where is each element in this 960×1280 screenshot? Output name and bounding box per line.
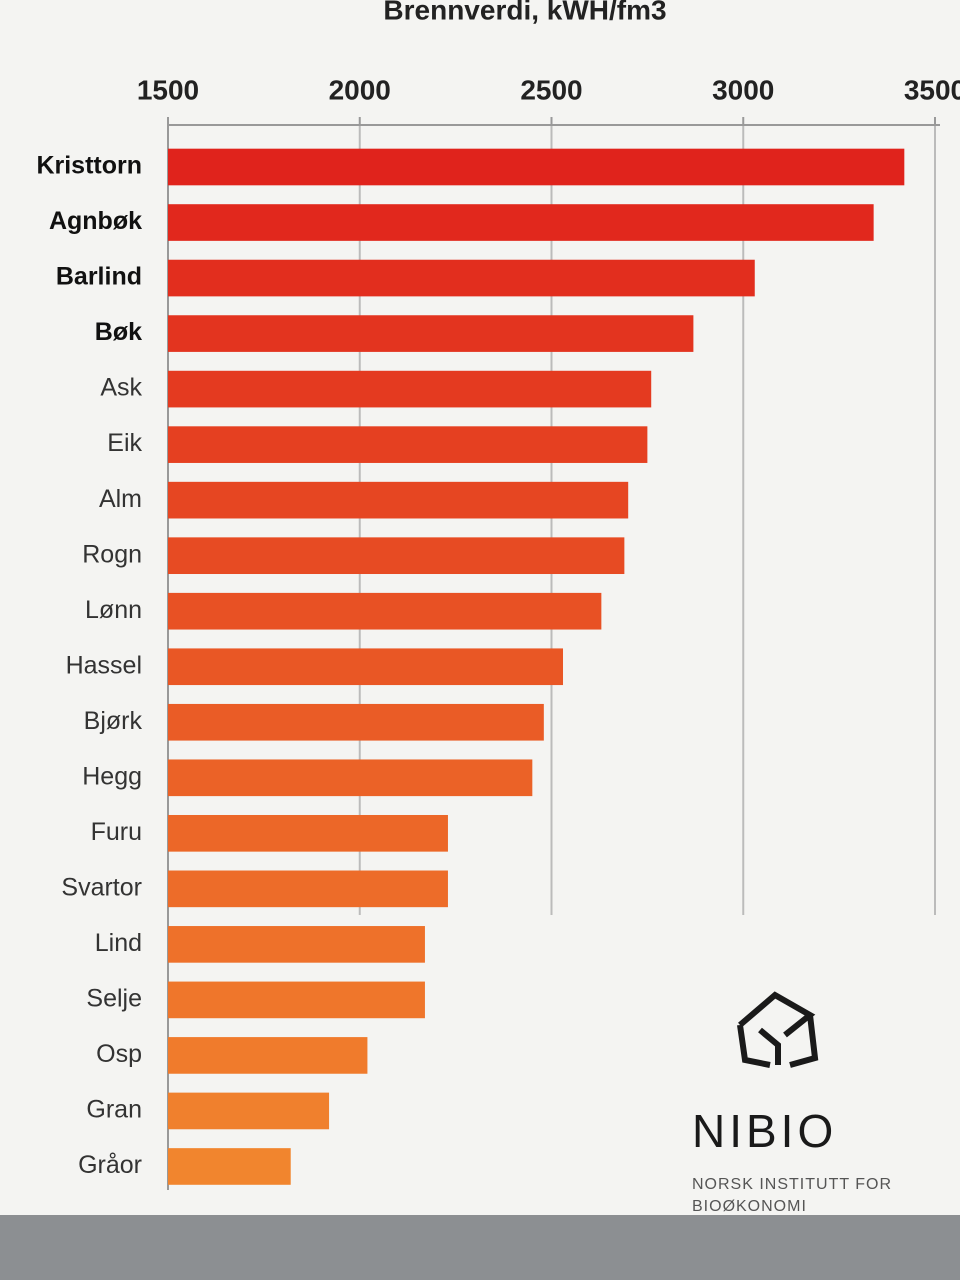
y-tick-label: Lind <box>95 929 142 957</box>
bar <box>168 259 755 297</box>
y-tick-label: Barlind <box>56 263 142 291</box>
x-tick-label: 2000 <box>329 74 391 105</box>
y-tick-label: Bøk <box>95 318 142 346</box>
y-tick-label: Hegg <box>82 762 142 790</box>
chart-title: Brennverdi, kWH/fm3 <box>383 0 666 25</box>
screen-bezel <box>0 1215 960 1280</box>
y-tick-label: Furu <box>91 818 142 846</box>
bar <box>168 1148 291 1185</box>
bar <box>168 703 544 741</box>
y-tick-label: Svartor <box>61 873 142 901</box>
bar <box>168 592 602 630</box>
logo: NIBIO NORSK INSTITUTT FOR BIOØKONOMI <box>692 991 892 1215</box>
y-tick-label: Eik <box>107 429 142 457</box>
bar <box>168 315 694 352</box>
bar <box>168 148 905 186</box>
bar <box>168 926 425 963</box>
y-tick-label: Gran <box>86 1096 142 1124</box>
bar <box>168 814 448 852</box>
bar <box>168 870 448 908</box>
x-tick-label: 3000 <box>712 74 774 105</box>
y-tick-label: Osp <box>96 1040 142 1068</box>
y-tick-label: Kristtorn <box>36 152 142 180</box>
y-tick-label: Rogn <box>82 540 142 568</box>
y-tick-label: Agnbøk <box>49 207 142 235</box>
logo-name: NIBIO <box>692 1105 837 1157</box>
y-tick-label: Lønn <box>85 596 142 624</box>
y-tick-label: Ask <box>100 374 142 402</box>
logo-icon <box>737 991 819 1068</box>
logo-tagline: BIOØKONOMI <box>692 1198 807 1215</box>
bar <box>168 537 625 575</box>
bar <box>168 426 648 463</box>
bar <box>168 648 564 686</box>
y-tick-label: Gråor <box>78 1151 142 1179</box>
bar <box>168 481 629 519</box>
bar <box>168 1037 368 1074</box>
bar <box>168 1092 330 1130</box>
y-tick-label: Selje <box>86 985 142 1013</box>
bar <box>168 370 652 408</box>
y-tick-label: Alm <box>99 485 142 513</box>
y-tick-label: Hassel <box>66 651 142 679</box>
bar <box>168 759 533 797</box>
bar <box>168 981 425 1019</box>
x-tick-label: 3500 <box>904 74 960 105</box>
logo-tagline: NORSK INSTITUTT FOR <box>692 1176 892 1193</box>
x-tick-label: 2500 <box>520 74 582 105</box>
x-tick-label: 1500 <box>137 74 199 105</box>
y-tick-label: Bjørk <box>84 707 143 735</box>
bar <box>168 204 874 241</box>
